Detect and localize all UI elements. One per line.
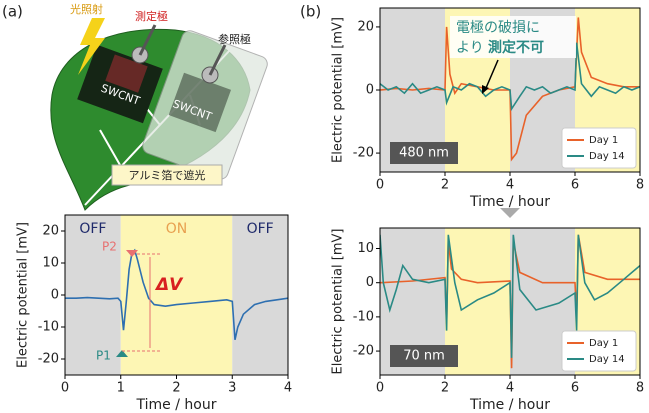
tag: 70 nm: [403, 349, 445, 364]
annotation: P2: [102, 240, 117, 254]
y-tick-label: -10: [353, 309, 374, 324]
x-tick-label: 0: [61, 381, 69, 396]
legend-box: [561, 330, 637, 372]
note-arrowhead: [482, 85, 489, 94]
illustration-label: アルミ箔で遮光: [129, 168, 206, 182]
note: より: [456, 40, 484, 56]
trough-marker: [116, 350, 128, 357]
y-axis-label: Electric potential [mV]: [331, 229, 346, 375]
y-tick-label: 0: [366, 83, 374, 98]
tag-box: [390, 345, 458, 367]
plot-frame: [64, 214, 289, 376]
y-axis-label: Electric potential [mV]: [16, 222, 31, 368]
legend-label: Day 1: [589, 135, 618, 146]
x-tick-label: 3: [228, 381, 236, 396]
y-tick-label: 10: [42, 256, 59, 271]
x-tick-label: 4: [506, 381, 514, 396]
note-arrow: [485, 59, 499, 89]
x-tick-label: 6: [571, 381, 579, 396]
x-axis-label: Time / hour: [469, 194, 550, 210]
illustration-label: 光照射: [70, 2, 103, 16]
panel-label: (a): [2, 3, 23, 21]
y-tick-label: 20: [357, 19, 374, 34]
y-tick-label: 0: [366, 275, 374, 290]
shaded-region: [232, 215, 288, 375]
plot-lines: [65, 248, 288, 340]
data-line: [65, 248, 288, 340]
y-tick-label: -20: [353, 344, 374, 359]
plot-lines: [380, 234, 640, 369]
x-tick-label: 6: [571, 178, 579, 193]
x-tick-label: 8: [636, 178, 644, 193]
tag: 480 nm: [399, 146, 449, 161]
annotation: ΔV: [154, 275, 184, 295]
illustration-label: 参照極: [218, 32, 251, 46]
x-tick-label: 2: [441, 178, 449, 193]
data-line: [380, 42, 640, 112]
y-tick-label: 10: [357, 241, 374, 256]
x-tick-label: 2: [172, 381, 180, 396]
y-tick-label: 20: [42, 224, 59, 239]
x-axis-label: Time / hour: [136, 397, 217, 413]
annotation: P1: [96, 349, 111, 363]
tag-box: [390, 142, 458, 164]
shaded-region: [120, 215, 233, 375]
region-label: OFF: [79, 221, 106, 237]
y-tick-label: -20: [38, 352, 59, 367]
x-tick-label: 2: [441, 381, 449, 396]
plot-frame: [379, 227, 641, 376]
legend-label: Day 14: [589, 354, 625, 365]
note: 電極の破損に: [456, 20, 540, 36]
illustration-label: 測定極: [135, 9, 168, 23]
x-tick-label: 0: [376, 178, 384, 193]
arrow: [500, 208, 520, 218]
x-tick-label: 4: [506, 178, 514, 193]
y-tick-label: 0: [51, 288, 59, 303]
x-axis-label: Time / hour: [469, 397, 550, 413]
note-box: [450, 16, 576, 58]
note: 測定不可: [488, 39, 544, 56]
plot-lines: [380, 17, 640, 162]
y-tick-label: -20: [353, 146, 374, 161]
legend-label: Day 1: [589, 338, 618, 349]
shaded-region: [65, 215, 121, 375]
leaf-illustration: [50, 18, 268, 211]
legend-label: Day 14: [589, 151, 625, 162]
panel-label: (b): [300, 3, 321, 21]
x-tick-label: 4: [284, 381, 292, 396]
legend-box: [561, 127, 637, 169]
plot-frame: [379, 7, 641, 173]
x-tick-label: 1: [117, 381, 125, 396]
region-label: ON: [166, 221, 188, 237]
x-tick-label: 0: [376, 381, 384, 396]
region-label: OFF: [247, 221, 274, 237]
data-line: [380, 234, 640, 358]
y-tick-label: -10: [38, 320, 59, 335]
x-tick-label: 8: [636, 381, 644, 396]
y-axis-label: Electric potential [mV]: [331, 17, 346, 163]
